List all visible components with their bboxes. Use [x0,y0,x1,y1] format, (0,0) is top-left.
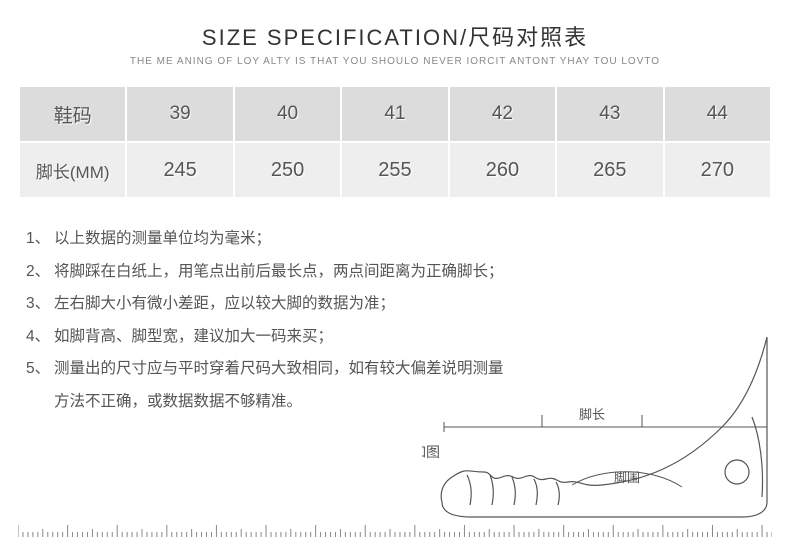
length-cell: 260 [450,143,555,197]
note-text: 以上数据的测量单位均为毫米； [54,223,271,256]
note-number: 5、 [26,353,54,386]
note-line: 3、 左右脚大小有微小差距，应以较大脚的数据为准； [26,288,772,321]
length-cell: 255 [342,143,447,197]
length-cell: 250 [235,143,340,197]
foot-girth-label: 脚围 [614,470,640,485]
note-text: 将脚踩在白纸上，用笔点出前后最长点，两点间距离为正确脚长； [54,256,504,289]
note-number: 1、 [26,223,54,256]
length-cell: 270 [665,143,770,197]
note-text: 方法不正确，或数据数据不够精准。 [54,386,302,419]
length-cell: 245 [127,143,232,197]
note-text: 如脚背高、脚型宽，建议加大一码来买； [54,321,333,354]
note-line: 2、 将脚踩在白纸上，用笔点出前后最长点，两点间距离为正确脚长； [26,256,772,289]
note-number: 4、 [26,321,54,354]
note-number [26,386,54,419]
size-table: 鞋码 39 40 41 42 43 44 脚长(MM) 245 250 255 … [18,85,772,199]
size-cell: 44 [665,87,770,141]
length-cell: 265 [557,143,662,197]
row-label: 脚长(MM) [20,143,125,197]
size-cell: 40 [235,87,340,141]
row-label: 鞋码 [20,87,125,141]
foot-length-label: 脚长 [579,407,605,422]
table-row: 脚长(MM) 245 250 255 260 265 270 [20,143,770,197]
foot-diagram: 脚长 脚围 如图 [422,317,772,527]
note-text: 左右脚大小有微小差距，应以较大脚的数据为准； [54,288,395,321]
size-cell: 39 [127,87,232,141]
ruler-graphic [18,525,772,537]
table-row: 鞋码 39 40 41 42 43 44 [20,87,770,141]
as-shown-label: 如图 [422,444,440,460]
size-cell: 41 [342,87,447,141]
note-number: 2、 [26,256,54,289]
note-number: 3、 [26,288,54,321]
page-subtitle: THE ME ANING OF LOY ALTY IS THAT YOU SHO… [18,56,772,67]
note-line: 1、 以上数据的测量单位均为毫米； [26,223,772,256]
page-title: SIZE SPECIFICATION/尺码对照表 [18,20,772,52]
size-cell: 43 [557,87,662,141]
size-cell: 42 [450,87,555,141]
